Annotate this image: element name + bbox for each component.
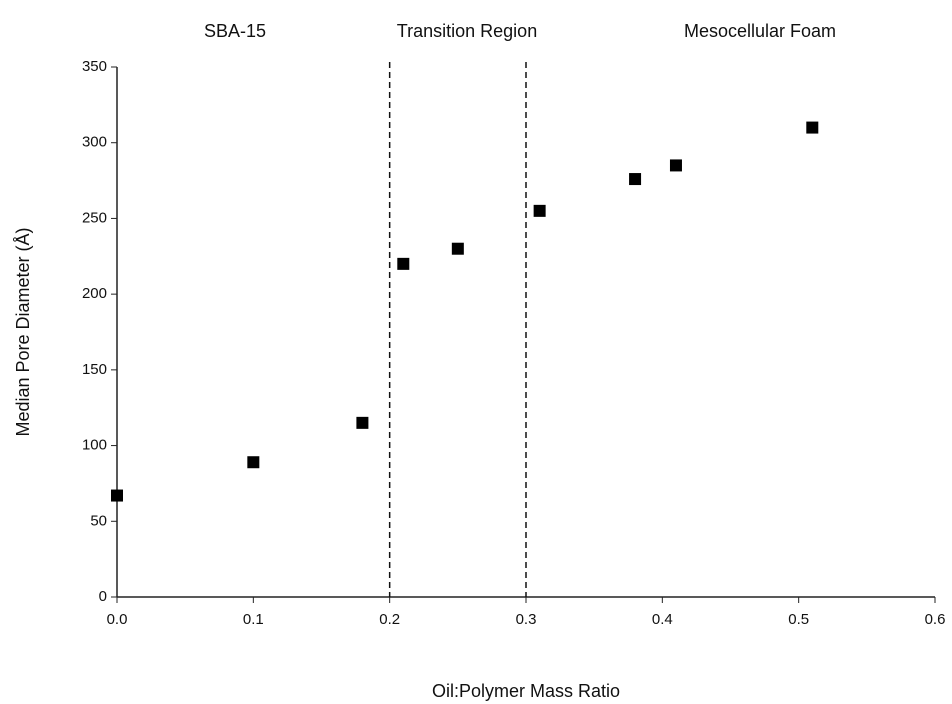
y-tick-label: 150 — [82, 361, 107, 378]
point — [533, 204, 546, 217]
y-tick-label: 50 — [90, 512, 107, 529]
x-tick-label: 0.6 — [925, 611, 946, 628]
point — [451, 242, 464, 255]
x-tick-label: 0.1 — [243, 611, 264, 628]
point — [111, 489, 123, 502]
x-tick-label: 0.5 — [788, 611, 809, 628]
y-tick-label: 300 — [82, 134, 107, 151]
y-tick-label: 0 — [99, 588, 107, 605]
x-axis-label: Oil:Polymer Mass Ratio — [432, 681, 620, 701]
y-axis-label: Median Pore Diameter (Å) — [13, 227, 33, 436]
y-tick-label: 100 — [82, 437, 107, 454]
x-tick-label: 0.4 — [652, 611, 673, 628]
point — [629, 173, 642, 186]
region-label: Mesocellular Foam — [684, 21, 836, 41]
point — [397, 257, 410, 270]
y-tick-label: 200 — [82, 285, 107, 302]
x-tick-label: 0.2 — [379, 611, 400, 628]
point — [356, 416, 369, 429]
point — [806, 121, 819, 134]
x-tick-label: 0.0 — [107, 611, 128, 628]
point — [669, 159, 682, 172]
y-tick-label: 250 — [82, 209, 107, 226]
point — [247, 456, 260, 469]
region-label: Transition Region — [397, 21, 537, 41]
y-tick-label: 350 — [82, 58, 107, 75]
x-tick-label: 0.3 — [516, 611, 537, 628]
region-label: SBA-15 — [204, 21, 266, 41]
